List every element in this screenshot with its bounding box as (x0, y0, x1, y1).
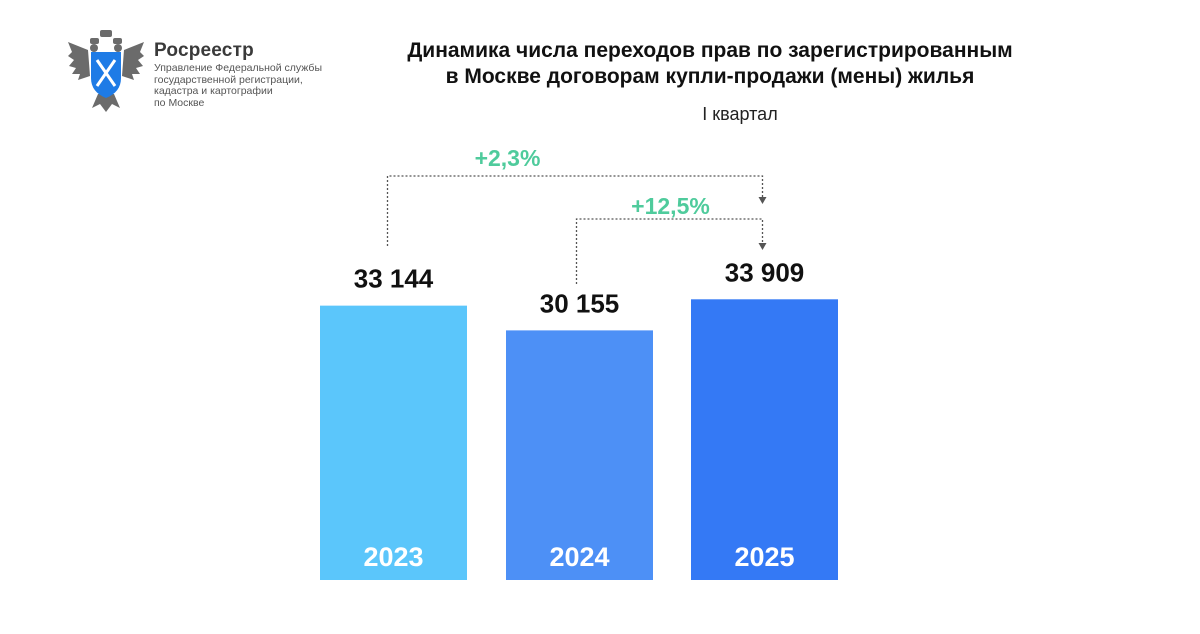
arrow-down-icon (758, 243, 767, 250)
annotation-label: +2,3% (475, 145, 541, 171)
bar-2023 (320, 305, 467, 580)
bar-2025 (691, 299, 838, 580)
arrow-down-icon (758, 197, 767, 204)
org-name: Росреестр (154, 40, 254, 61)
value-label-2023: 33 144 (354, 264, 434, 294)
org-sub-line: кадастра и картографии (154, 85, 273, 97)
org-subtitle: Управление Федеральной службы государств… (154, 62, 344, 109)
value-label-2025: 33 909 (725, 257, 805, 287)
chart-title: Динамика числа переходов прав по зарегис… (340, 38, 1080, 90)
bar-2024 (506, 330, 653, 580)
logo-block: Росреестр Управление Федеральной службы … (66, 28, 336, 118)
double-headed-eagle-emblem-icon (68, 30, 144, 112)
org-sub-line: государственной регистрации, (154, 73, 303, 86)
value-label-2024: 30 155 (540, 288, 620, 318)
annotation-label: +12,5% (631, 193, 710, 219)
category-label-2023: 2023 (363, 542, 423, 572)
chart-title-line: Динамика числа переходов прав по зарегис… (407, 39, 1013, 62)
annotation-connector (575, 218, 764, 284)
chart-title-line: в Москве договорам купли-продажи (мены) … (445, 65, 975, 88)
annotation-connector (386, 175, 764, 246)
category-label-2025: 2025 (734, 542, 794, 572)
chart-subtitle: I квартал (702, 104, 778, 124)
category-label-2024: 2024 (549, 542, 609, 572)
org-sub-line: по Москве (154, 96, 205, 109)
org-sub-line: Управление Федеральной службы (154, 62, 322, 74)
